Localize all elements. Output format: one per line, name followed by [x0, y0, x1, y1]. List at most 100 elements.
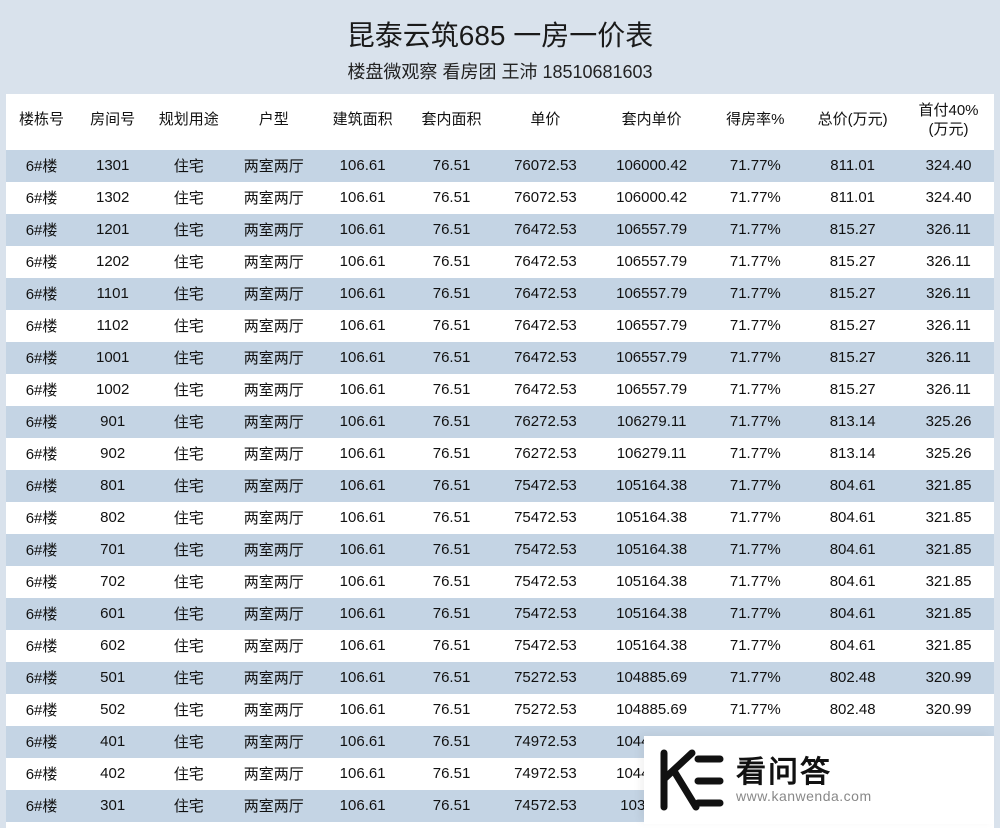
table-cell: 76.51 [407, 534, 496, 566]
table-cell: 两室两厅 [229, 598, 318, 630]
kanwenda-logo-icon [652, 745, 724, 815]
table-cell: 75472.53 [496, 598, 595, 630]
table-cell: 106.61 [318, 726, 407, 758]
table-header-row: 楼栋号房间号规划用途户型建筑面积套内面积单价套内单价得房率%总价(万元)首付40… [6, 94, 994, 149]
table-cell: 106.61 [318, 630, 407, 662]
table-cell: 815.27 [802, 246, 903, 278]
table-cell: 402 [77, 758, 148, 790]
table-cell: 住宅 [148, 534, 229, 566]
table-cell: 801 [77, 470, 148, 502]
table-cell: 住宅 [148, 694, 229, 726]
table-cell: 76.51 [407, 342, 496, 374]
table-cell: 106.61 [318, 566, 407, 598]
table-cell: 76.51 [407, 470, 496, 502]
table-cell: 324.40 [903, 149, 994, 182]
table-row: 6#楼901住宅两室两厅106.6176.5176272.53106279.11… [6, 406, 994, 438]
table-cell: 106.61 [318, 598, 407, 630]
table-cell: 106557.79 [595, 214, 709, 246]
table-cell: 76472.53 [496, 342, 595, 374]
table-header-cell: 首付40%(万元) [903, 94, 994, 149]
table-cell: 901 [77, 406, 148, 438]
table-cell: 804.61 [802, 534, 903, 566]
table-cell: 71.77% [708, 310, 802, 342]
table-cell: 701 [77, 534, 148, 566]
table-cell: 两室两厅 [229, 502, 318, 534]
table-cell: 804.61 [802, 502, 903, 534]
table-cell: 76472.53 [496, 246, 595, 278]
price-sheet: 昆泰云筑685 一房一价表 楼盘微观察 看房团 王沛 18510681603 楼… [0, 0, 1000, 828]
table-cell: 75472.53 [496, 534, 595, 566]
table-cell: 76.51 [407, 598, 496, 630]
table-cell: 106.61 [318, 758, 407, 790]
table-cell: 住宅 [148, 438, 229, 470]
table-header-cell: 房间号 [77, 94, 148, 149]
table-cell: 两室两厅 [229, 470, 318, 502]
table-cell: 76472.53 [496, 214, 595, 246]
page-subtitle: 楼盘微观察 看房团 王沛 18510681603 [6, 58, 994, 94]
table-cell: 106.61 [318, 790, 407, 822]
table-cell: 902 [77, 438, 148, 470]
table-cell: 6#楼 [6, 502, 77, 534]
table-cell: 106.61 [318, 310, 407, 342]
table-cell: 1002 [77, 374, 148, 406]
table-cell: 105164.38 [595, 470, 709, 502]
table-cell: 71.77% [708, 662, 802, 694]
table-cell: 两室两厅 [229, 406, 318, 438]
table-cell: 106279.11 [595, 406, 709, 438]
table-cell: 815.27 [802, 310, 903, 342]
table-cell: 6#楼 [6, 726, 77, 758]
table-cell: 106.61 [318, 694, 407, 726]
table-cell: 住宅 [148, 470, 229, 502]
table-cell: 两室两厅 [229, 310, 318, 342]
table-cell: 76.51 [407, 630, 496, 662]
table-cell: 住宅 [148, 758, 229, 790]
table-cell: 两室两厅 [229, 214, 318, 246]
table-cell: 106.61 [318, 534, 407, 566]
table-row: 6#楼1202住宅两室两厅106.6176.5176472.53106557.7… [6, 246, 994, 278]
table-cell: 71.77% [708, 246, 802, 278]
table-cell: 76.51 [407, 374, 496, 406]
table-cell: 71.77% [708, 470, 802, 502]
table-cell: 804.61 [802, 566, 903, 598]
table-cell: 住宅 [148, 342, 229, 374]
table-cell: 6#楼 [6, 470, 77, 502]
table-cell: 326.11 [903, 246, 994, 278]
table-cell: 1302 [77, 182, 148, 214]
table-cell: 住宅 [148, 598, 229, 630]
table-cell: 71.77% [708, 342, 802, 374]
table-cell: 106.61 [318, 822, 407, 828]
table-cell: 两室两厅 [229, 758, 318, 790]
table-header-cell: 户型 [229, 94, 318, 149]
table-cell: 106.61 [318, 406, 407, 438]
table-cell: 106.61 [318, 182, 407, 214]
table-cell: 1102 [77, 310, 148, 342]
table-cell: 106.61 [318, 278, 407, 310]
table-cell: 6#楼 [6, 438, 77, 470]
table-cell: 106.61 [318, 502, 407, 534]
table-cell: 住宅 [148, 822, 229, 828]
table-cell: 两室两厅 [229, 662, 318, 694]
table-cell: 1001 [77, 342, 148, 374]
table-cell: 320.99 [903, 662, 994, 694]
table-cell: 815.27 [802, 214, 903, 246]
table-cell: 106.61 [318, 662, 407, 694]
table-cell: 71.77% [708, 438, 802, 470]
table-cell: 76472.53 [496, 278, 595, 310]
table-cell: 71.77% [708, 502, 802, 534]
table-row: 6#楼1002住宅两室两厅106.6176.5176472.53106557.7… [6, 374, 994, 406]
table-cell: 住宅 [148, 374, 229, 406]
table-cell: 811.01 [802, 182, 903, 214]
table-cell: 住宅 [148, 182, 229, 214]
table-header-cell: 得房率% [708, 94, 802, 149]
table-cell: 6#楼 [6, 310, 77, 342]
table-cell: 75472.53 [496, 566, 595, 598]
table-row: 6#楼801住宅两室两厅106.6176.5175472.53105164.38… [6, 470, 994, 502]
table-cell: 325.26 [903, 438, 994, 470]
table-cell: 住宅 [148, 790, 229, 822]
table-cell: 两室两厅 [229, 374, 318, 406]
table-cell: 76.51 [407, 214, 496, 246]
table-cell: 6#楼 [6, 406, 77, 438]
table-cell: 702 [77, 566, 148, 598]
table-cell: 6#楼 [6, 278, 77, 310]
table-cell: 两室两厅 [229, 534, 318, 566]
